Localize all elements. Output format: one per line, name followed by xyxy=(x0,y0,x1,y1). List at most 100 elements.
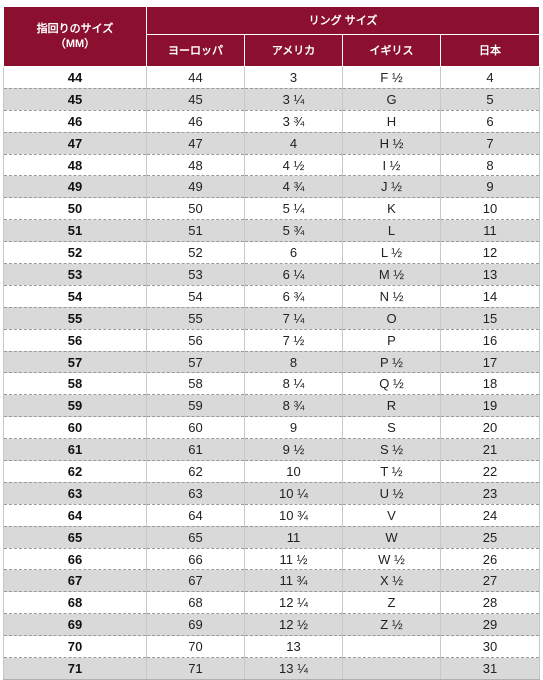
cell-america-size: 5 ¾ xyxy=(244,219,343,243)
cell-europe-size: 49 xyxy=(146,175,245,199)
cell-finger-size-mm: 70 xyxy=(3,635,147,659)
cell-america-size: 11 ½ xyxy=(244,548,343,571)
cell-uk-size: F ½ xyxy=(342,66,441,89)
cell-america-size: 3 ¾ xyxy=(244,110,343,133)
cell-uk-size: U ½ xyxy=(342,482,441,505)
cell-america-size: 3 ¼ xyxy=(244,88,343,111)
cell-japan-size: 10 xyxy=(439,197,541,221)
cell-uk-size: H ½ xyxy=(342,132,441,155)
cell-uk-size: W ½ xyxy=(342,548,441,571)
cell-uk-size: O xyxy=(342,307,441,330)
table-row: 62 62 10 T ½ 22 xyxy=(3,460,541,483)
table-row: 65 65 11 W 25 xyxy=(3,526,541,549)
cell-japan-size: 25 xyxy=(439,526,541,549)
cell-uk-size: T ½ xyxy=(342,460,441,483)
cell-uk-size: V xyxy=(342,504,441,527)
cell-uk-size xyxy=(342,657,441,680)
cell-europe-size: 63 xyxy=(146,482,245,505)
cell-japan-size: 17 xyxy=(439,351,541,374)
cell-europe-size: 46 xyxy=(146,110,245,133)
cell-america-size: 11 xyxy=(244,526,343,549)
cell-uk-size: M ½ xyxy=(342,263,441,286)
cell-finger-size-mm: 48 xyxy=(3,154,147,177)
cell-japan-size: 13 xyxy=(439,263,541,286)
table-body: 44 44 3 F ½ 4 45 45 3 ¼ G 5 46 46 3 ¾ H 6 47 47 4 H ½ 7 48 48… xyxy=(3,66,541,680)
cell-uk-size xyxy=(342,635,441,659)
cell-japan-size: 12 xyxy=(439,241,541,265)
cell-uk-size: I ½ xyxy=(342,154,441,177)
cell-japan-size: 31 xyxy=(439,657,541,680)
table-row: 55 55 7 ¼ O 15 xyxy=(3,307,541,330)
cell-uk-size: R xyxy=(342,394,441,418)
cell-japan-size: 29 xyxy=(439,613,541,637)
cell-japan-size: 4 xyxy=(439,66,541,89)
cell-finger-size-mm: 69 xyxy=(3,613,147,637)
cell-japan-size: 19 xyxy=(439,394,541,418)
cell-europe-size: 61 xyxy=(146,438,245,462)
cell-uk-size: X ½ xyxy=(342,569,441,593)
cell-europe-size: 65 xyxy=(146,526,245,549)
cell-europe-size: 64 xyxy=(146,504,245,527)
cell-uk-size: P ½ xyxy=(342,351,441,374)
table-row: 60 60 9 S 20 xyxy=(3,416,541,440)
cell-finger-size-mm: 46 xyxy=(3,110,147,133)
cell-japan-size: 28 xyxy=(439,591,541,615)
cell-europe-size: 69 xyxy=(146,613,245,637)
cell-america-size: 4 ¾ xyxy=(244,175,343,199)
cell-uk-size: L ½ xyxy=(342,241,441,265)
cell-america-size: 7 ½ xyxy=(244,329,343,352)
cell-finger-size-mm: 56 xyxy=(3,329,147,352)
table-row: 56 56 7 ½ P 16 xyxy=(3,329,541,352)
cell-europe-size: 54 xyxy=(146,285,245,308)
cell-japan-size: 20 xyxy=(439,416,541,440)
cell-finger-size-mm: 57 xyxy=(3,351,147,374)
cell-uk-size: N ½ xyxy=(342,285,441,308)
cell-uk-size: S xyxy=(342,416,441,440)
cell-uk-size: L xyxy=(342,219,441,243)
cell-america-size: 10 xyxy=(244,460,343,483)
cell-japan-size: 15 xyxy=(439,307,541,330)
cell-japan-size: 30 xyxy=(439,635,541,659)
cell-america-size: 11 ¾ xyxy=(244,569,343,593)
cell-finger-size-mm: 59 xyxy=(3,394,147,418)
cell-finger-size-mm: 50 xyxy=(3,197,147,221)
cell-japan-size: 14 xyxy=(439,285,541,308)
cell-america-size: 13 xyxy=(244,635,343,659)
finger-size-label: 指回りのサイズ xyxy=(36,22,114,35)
cell-finger-size-mm: 71 xyxy=(3,657,147,680)
table-row: 50 50 5 ¼ K 10 xyxy=(3,197,541,221)
cell-finger-size-mm: 58 xyxy=(3,372,147,396)
table-row: 57 57 8 P ½ 17 xyxy=(3,351,541,374)
cell-europe-size: 66 xyxy=(146,548,245,571)
cell-europe-size: 51 xyxy=(146,219,245,243)
cell-america-size: 13 ¼ xyxy=(244,657,343,680)
cell-europe-size: 71 xyxy=(146,657,245,680)
cell-america-size: 4 xyxy=(244,132,343,155)
table-row: 52 52 6 L ½ 12 xyxy=(3,241,541,265)
cell-finger-size-mm: 47 xyxy=(3,132,147,155)
finger-size-unit: （MM） xyxy=(54,37,96,50)
cell-europe-size: 50 xyxy=(146,197,245,221)
cell-america-size: 6 ¼ xyxy=(244,263,343,286)
cell-japan-size: 18 xyxy=(439,372,541,396)
column-header-finger-size-mm: 指回りのサイズ （MM） xyxy=(3,6,147,67)
cell-uk-size: K xyxy=(342,197,441,221)
cell-europe-size: 68 xyxy=(146,591,245,615)
ring-size-chart: 指回りのサイズ （MM） リング サイズ ヨーロッパ アメリカ イギリス 日本 … xyxy=(3,6,541,680)
cell-europe-size: 56 xyxy=(146,329,245,352)
column-header-japan: 日本 xyxy=(439,33,541,68)
cell-finger-size-mm: 54 xyxy=(3,285,147,308)
cell-america-size: 3 xyxy=(244,66,343,89)
cell-europe-size: 48 xyxy=(146,154,245,177)
cell-america-size: 8 ¼ xyxy=(244,372,343,396)
cell-finger-size-mm: 55 xyxy=(3,307,147,330)
